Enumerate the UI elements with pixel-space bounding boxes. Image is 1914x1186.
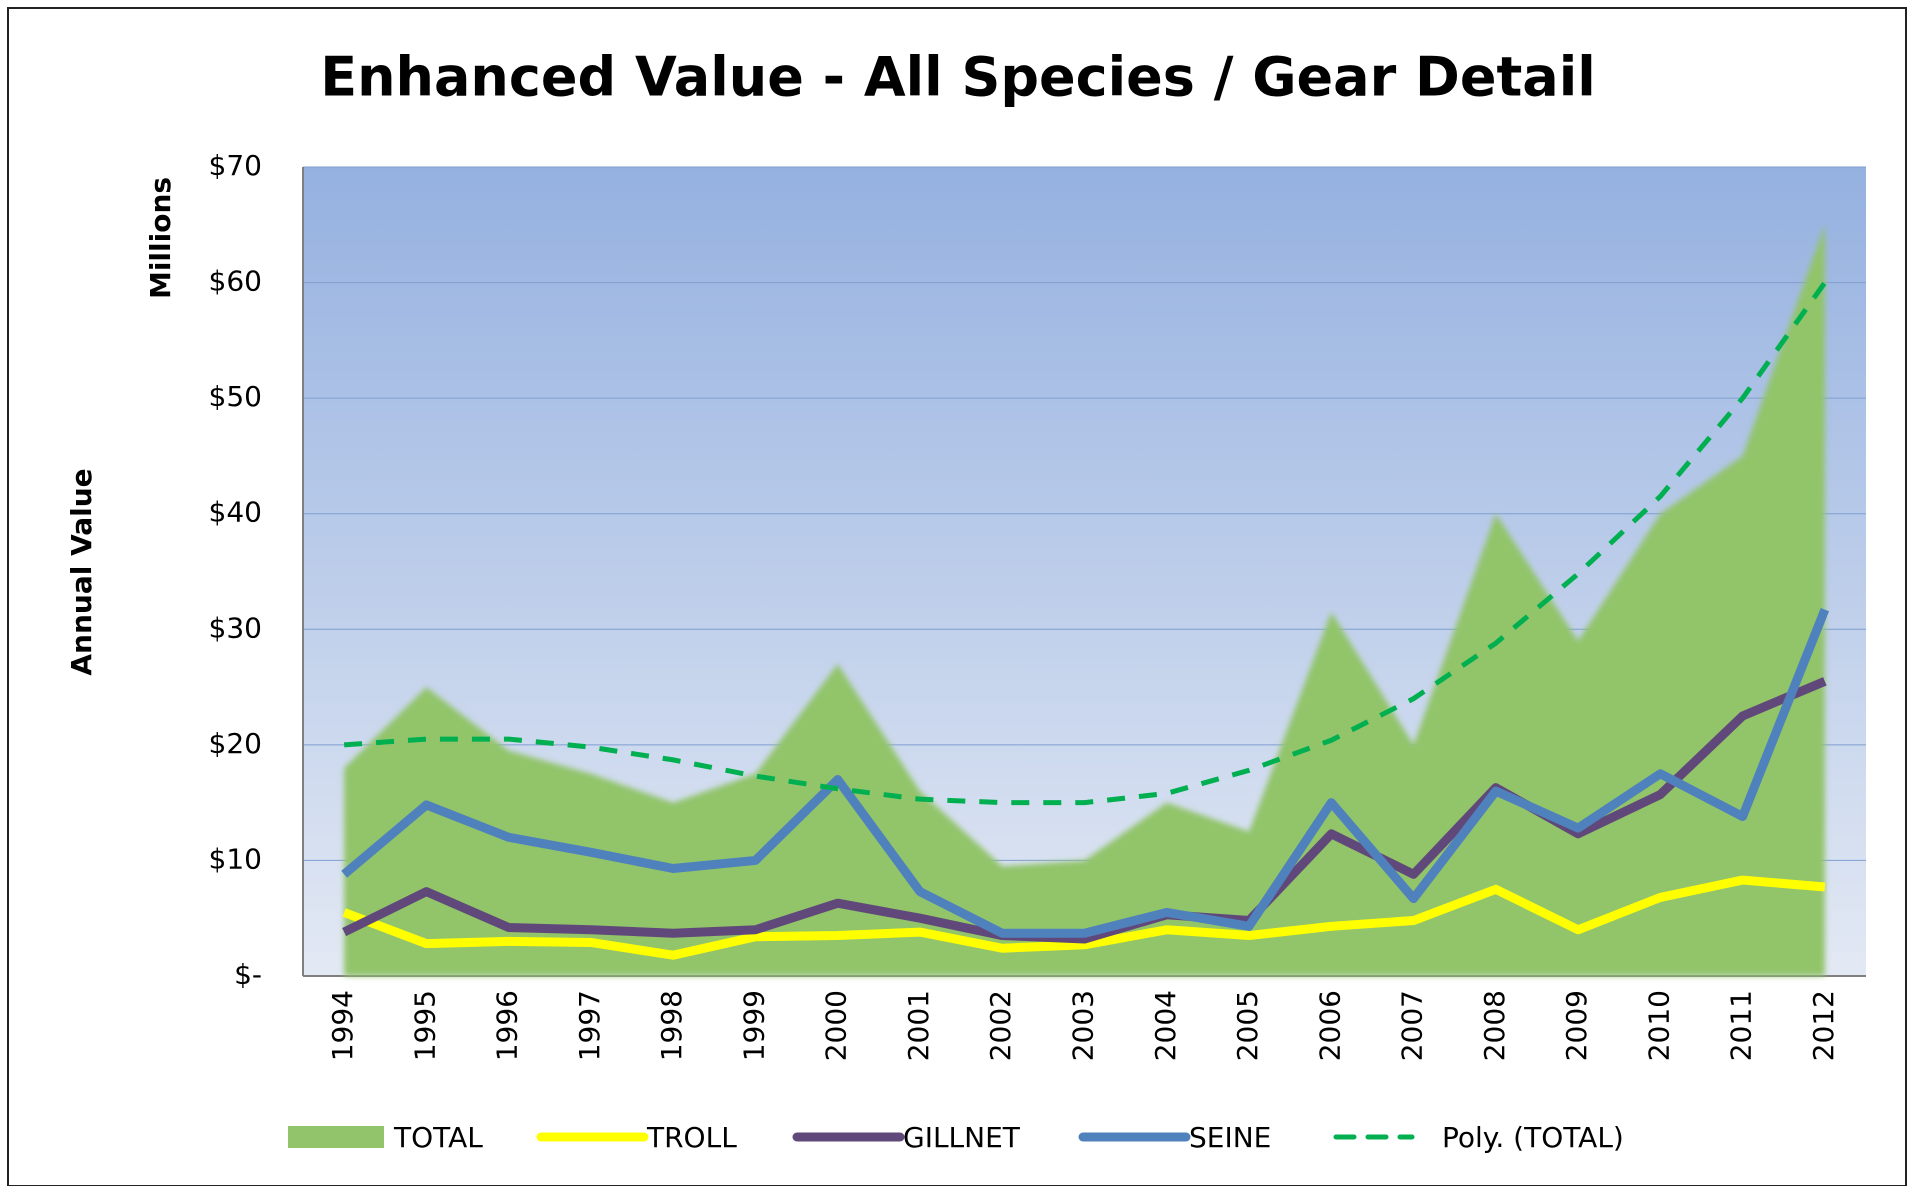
x-tick-label: 1998 <box>655 990 688 1061</box>
x-tick-label: 1999 <box>737 990 770 1061</box>
y-tick-label: $50 <box>209 380 262 413</box>
line <box>341 607 1830 938</box>
y-axis-units: Millions <box>144 177 177 299</box>
x-tick-label: 2007 <box>1396 990 1429 1061</box>
y-tick-label: $- <box>234 958 262 991</box>
x-tick-label: 1996 <box>491 990 524 1061</box>
y-tick-label: $70 <box>209 149 262 182</box>
legend-label: Poly. (TOTAL) <box>1442 1121 1624 1154</box>
x-tick-label: 2008 <box>1478 990 1511 1061</box>
x-tick-label: 2002 <box>984 990 1017 1061</box>
x-tick-label: 2005 <box>1231 990 1264 1061</box>
x-tick-label: 1997 <box>573 990 606 1061</box>
x-tick-label: 2004 <box>1149 990 1182 1061</box>
line <box>342 875 1826 960</box>
chart-title: Enhanced Value - All Species / Gear Deta… <box>320 46 1596 109</box>
y-tick-label: $10 <box>209 842 262 875</box>
x-tick-label: 2011 <box>1725 990 1758 1061</box>
line <box>342 677 1827 944</box>
y-tick-label: $40 <box>209 496 262 529</box>
x-tick-label: 2012 <box>1807 990 1840 1061</box>
legend-label: TROLL <box>646 1121 737 1154</box>
x-tick-label: 2006 <box>1313 990 1346 1061</box>
legend-label: SEINE <box>1189 1121 1271 1154</box>
legend-swatch <box>288 1126 384 1148</box>
x-tick-label: 2000 <box>820 990 853 1061</box>
x-tick-label: 2009 <box>1560 990 1593 1061</box>
legend-label: GILLNET <box>903 1121 1021 1154</box>
y-tick-label: $20 <box>209 727 262 760</box>
y-tick-label: $30 <box>209 611 262 644</box>
legend-label: TOTAL <box>393 1121 483 1154</box>
y-axis-label: Annual Value <box>65 468 98 675</box>
x-tick-label: 2010 <box>1642 990 1675 1061</box>
x-tick-label: 2001 <box>902 990 935 1061</box>
trend-line <box>343 281 1827 806</box>
y-tick-label: $60 <box>209 265 262 298</box>
x-tick-label: 1994 <box>326 990 359 1061</box>
x-tick-label: 2003 <box>1067 990 1100 1061</box>
x-tick-label: 1995 <box>408 990 441 1061</box>
area <box>344 224 1825 977</box>
